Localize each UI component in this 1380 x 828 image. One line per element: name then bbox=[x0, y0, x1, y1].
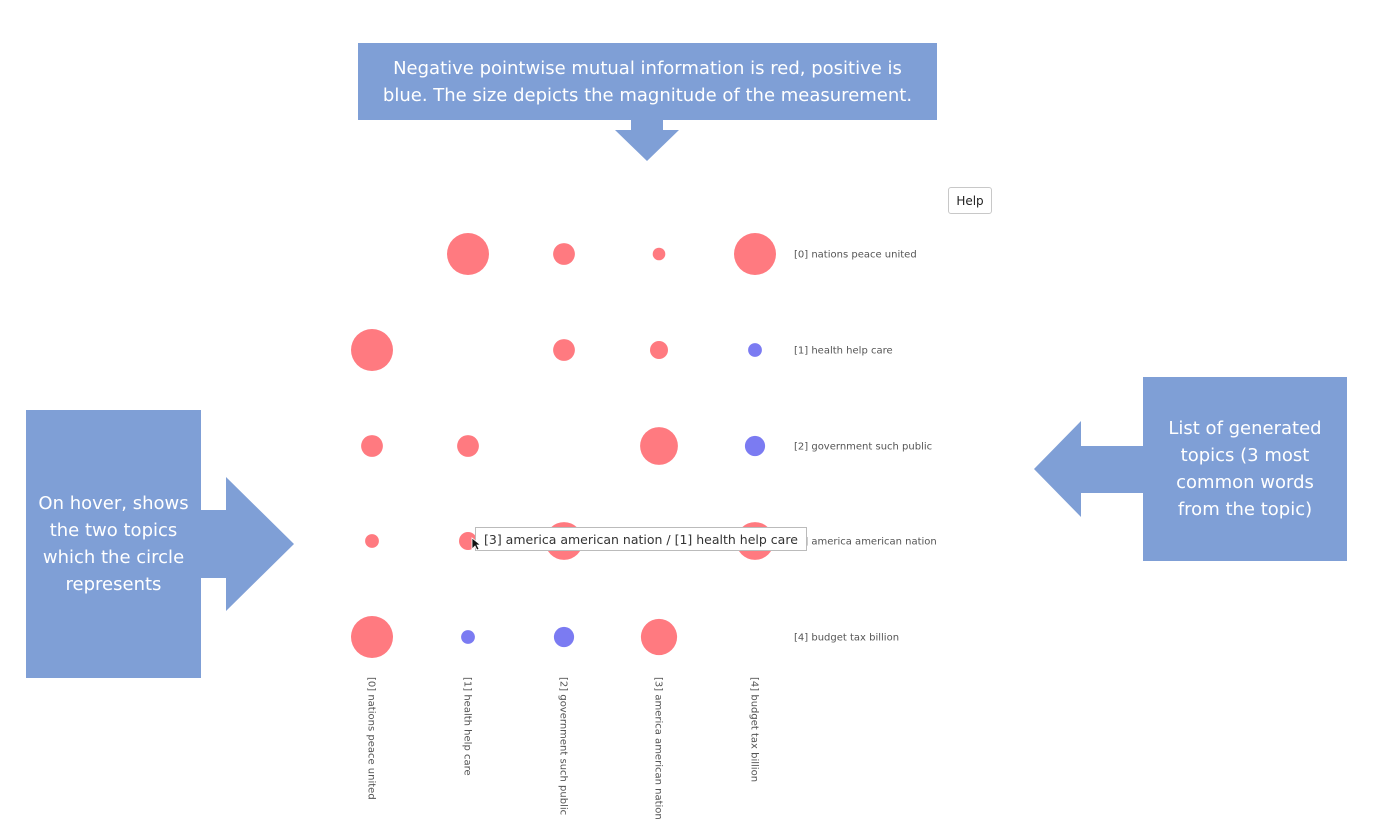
callout-top: Negative pointwise mutual information is… bbox=[358, 43, 937, 120]
pmi-circle-r1-c3[interactable] bbox=[650, 341, 668, 359]
callout-left-text: On hover, shows the two topics which the… bbox=[38, 493, 189, 595]
pmi-circle-r4-c2[interactable] bbox=[553, 626, 575, 648]
pmi-circle-r3-c0[interactable] bbox=[365, 534, 379, 548]
row-label-topic-1: [1] health help care bbox=[794, 346, 893, 357]
pmi-circle-r2-c3[interactable] bbox=[640, 427, 678, 465]
pmi-circle-r0-c3[interactable] bbox=[652, 247, 666, 261]
help-button[interactable]: Help bbox=[948, 187, 992, 214]
col-label-topic-4: [4] budget tax billion bbox=[749, 677, 760, 782]
col-label-topic-1: [1] health help care bbox=[462, 677, 473, 776]
hover-tooltip: [3] america american nation / [1] health… bbox=[475, 527, 807, 551]
row-label-topic-4: [4] budget tax billion bbox=[794, 633, 899, 644]
pmi-circle-r4-c3[interactable] bbox=[640, 618, 678, 656]
col-label-topic-2: [2] government such public bbox=[558, 677, 569, 815]
callout-left: On hover, shows the two topics which the… bbox=[26, 410, 201, 678]
col-label-topic-0: [0] nations peace united bbox=[366, 677, 377, 800]
pmi-circle-r2-c1[interactable] bbox=[457, 435, 479, 457]
callout-top-text: Negative pointwise mutual information is… bbox=[382, 57, 913, 106]
pmi-circle-r0-c4[interactable] bbox=[734, 233, 776, 275]
callout-right: List of generated topics (3 most common … bbox=[1143, 377, 1347, 561]
pmi-circle-r2-c4[interactable] bbox=[744, 435, 766, 457]
pmi-circle-r0-c1[interactable] bbox=[447, 233, 489, 275]
pmi-circle-r4-c0[interactable] bbox=[351, 616, 393, 658]
pmi-circle-r1-c4[interactable] bbox=[748, 343, 762, 357]
pmi-circle-r4-c1[interactable] bbox=[461, 630, 475, 644]
row-label-topic-3: [3] america american nation bbox=[794, 537, 937, 548]
col-label-topic-3: [3] america american nation bbox=[653, 677, 664, 820]
pmi-circle-r1-c0[interactable] bbox=[351, 329, 393, 371]
row-label-topic-2: [2] government such public bbox=[794, 442, 932, 453]
pmi-circle-r0-c2[interactable] bbox=[553, 243, 575, 265]
mouse-cursor-icon bbox=[471, 537, 481, 551]
pmi-circle-r1-c2[interactable] bbox=[553, 339, 575, 361]
row-label-topic-0: [0] nations peace united bbox=[794, 250, 917, 261]
pmi-circle-r2-c0[interactable] bbox=[361, 435, 383, 457]
callout-right-text: List of generated topics (3 most common … bbox=[1168, 418, 1322, 520]
